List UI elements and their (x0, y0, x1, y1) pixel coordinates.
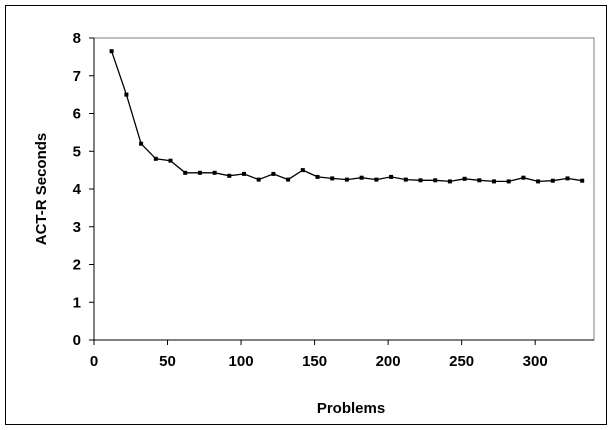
plot-area-border (93, 37, 595, 341)
data-point-marker (256, 177, 261, 182)
y-tick-label: 2 (73, 257, 81, 274)
x-tick-label: 50 (159, 353, 176, 370)
y-tick-label: 8 (73, 30, 81, 47)
data-point-marker (124, 92, 129, 97)
data-point-marker (418, 178, 423, 183)
x-tick-label: 100 (229, 353, 254, 370)
data-point-marker (227, 173, 232, 178)
data-point-marker (109, 49, 114, 54)
series (109, 49, 585, 184)
y-tick-label: 6 (73, 106, 81, 123)
x-axis: 0 50 100 150 200 250 300 (90, 339, 594, 370)
y-tick-label: 7 (73, 68, 81, 85)
data-point-marker (506, 179, 511, 184)
x-tick-label: 0 (90, 353, 98, 370)
x-axis-title: Problems (317, 400, 385, 417)
data-point-marker (300, 168, 305, 173)
y-tick-label: 4 (73, 181, 82, 198)
y-tick-label: 1 (73, 294, 81, 311)
data-point-marker (433, 178, 438, 183)
x-tick-label: 200 (376, 353, 401, 370)
data-point-marker (462, 176, 467, 181)
data-point-marker (389, 174, 394, 179)
data-point-marker (271, 171, 276, 176)
data-point-marker (536, 179, 541, 184)
data-point-marker (212, 170, 217, 175)
data-point-marker (580, 178, 585, 183)
data-point-marker (521, 175, 526, 180)
data-point-marker (447, 179, 452, 184)
data-point-marker (183, 170, 188, 175)
data-point-marker (565, 176, 570, 181)
data-point-marker (168, 158, 173, 163)
data-point-marker (153, 156, 158, 161)
data-point-marker (550, 178, 555, 183)
data-point-marker (403, 177, 408, 182)
data-point-marker (286, 177, 291, 182)
y-tick-label: 0 (73, 332, 81, 349)
x-tick-label: 250 (449, 353, 474, 370)
data-point-marker (374, 177, 379, 182)
data-point-marker (359, 175, 364, 180)
data-point-marker (477, 178, 482, 183)
y-tick-label: 5 (73, 143, 81, 160)
data-point-marker (139, 141, 144, 146)
y-axis: 0 1 2 3 4 5 6 7 8 (73, 30, 95, 349)
chart-frame (5, 5, 607, 425)
data-point-marker (492, 179, 496, 184)
data-point-marker (330, 176, 335, 181)
x-tick-label: 300 (523, 353, 548, 370)
y-axis-title: ACT-R Seconds (33, 133, 50, 246)
y-tick-label: 3 (73, 219, 81, 236)
x-tick-label: 150 (302, 353, 327, 370)
series-line (110, 50, 583, 183)
data-point-marker (344, 177, 349, 182)
data-point-marker (242, 171, 246, 176)
data-point-marker (197, 170, 202, 175)
data-point-marker (315, 174, 320, 179)
